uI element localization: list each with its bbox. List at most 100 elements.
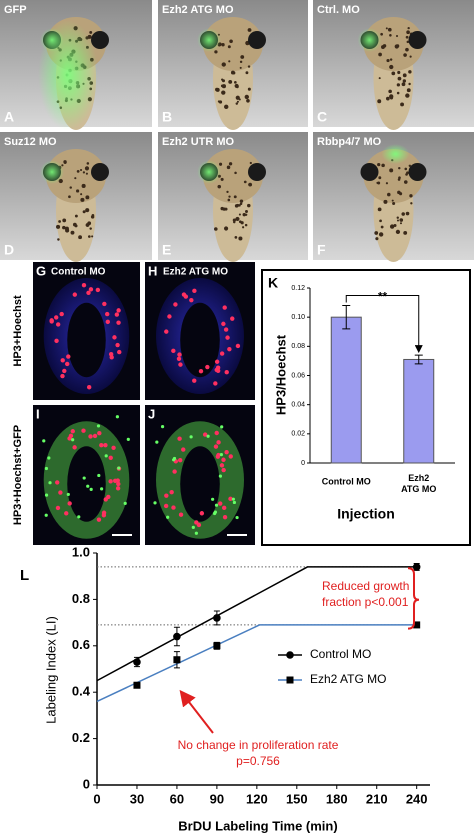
gfp-cell [211, 497, 215, 501]
pigment [398, 166, 401, 170]
pigment [232, 71, 236, 75]
pigment [375, 237, 379, 241]
bar [330, 316, 362, 464]
pigment [234, 171, 237, 175]
pigment [221, 90, 226, 95]
embryo-panel: Rbbp4/7 MO F [313, 132, 474, 262]
hp3-cell [228, 496, 233, 502]
pigment [383, 199, 388, 204]
pigment [56, 224, 61, 229]
pigment [395, 34, 399, 38]
embryo-panel: Ezh2 UTR MO E [158, 132, 308, 262]
x-tick-label: 60 [170, 791, 184, 806]
hp3-cell [219, 351, 225, 356]
hp3-cell [164, 329, 169, 334]
pigment [220, 84, 224, 88]
pigment [238, 236, 243, 241]
pigment [247, 65, 251, 68]
brace [407, 567, 420, 630]
hp3-cell [172, 469, 177, 474]
section-panel: J [145, 405, 255, 545]
pigment [392, 201, 396, 206]
pigment [91, 213, 95, 217]
pigment [247, 203, 251, 208]
hp3-cell [62, 368, 67, 374]
lumen [67, 446, 106, 522]
pigment [221, 62, 226, 67]
embryo-panel: Suz12 MO D [0, 132, 152, 262]
pigment [84, 166, 90, 171]
hp3-cell [55, 322, 61, 327]
panel-letter: C [317, 109, 327, 125]
pigment [245, 71, 249, 75]
x-axis-label: Injection [337, 506, 395, 522]
panel-letter: J [148, 406, 155, 421]
pigment [380, 32, 383, 36]
hp3-cell [86, 385, 92, 390]
pigment [228, 60, 231, 63]
pigment [81, 183, 86, 188]
hp3-cell [235, 343, 241, 349]
y-tick-label: 0.2 [72, 730, 90, 745]
gfp-cell [214, 503, 219, 507]
pigment [228, 79, 233, 84]
pigment [86, 162, 90, 165]
hp3-cell [112, 335, 117, 340]
pigment [402, 79, 407, 83]
pigment [405, 93, 410, 98]
gfp-cell [235, 515, 239, 520]
hp3-cell [111, 445, 116, 450]
hp3-cell [92, 433, 98, 439]
pigment [245, 210, 248, 213]
pigment [85, 172, 88, 175]
hp3-cell [215, 365, 221, 370]
pigment [239, 60, 243, 64]
hp3-cell [108, 479, 113, 484]
pigment [385, 96, 390, 101]
hp3-cell [81, 283, 87, 288]
hp3-cell [219, 463, 225, 468]
pigment [244, 94, 249, 100]
pigment [247, 87, 251, 91]
pigment [234, 83, 239, 89]
hp3-cell [116, 320, 121, 325]
hp3-cell [96, 517, 102, 522]
section-panel: I [33, 405, 140, 545]
hp3-cell [221, 321, 226, 327]
panel-letter: K [268, 275, 278, 291]
hp3-cell [227, 346, 232, 352]
pigment [409, 55, 412, 58]
panel-title: Ezh2 ATG MO [163, 267, 228, 278]
hp3-cell [116, 308, 121, 313]
hp3-cell [67, 501, 72, 506]
pigment [378, 232, 384, 237]
pigment [227, 198, 231, 202]
hp3-cell [54, 338, 59, 344]
x-tick-label: 240 [406, 791, 428, 806]
hp3-cell [55, 505, 61, 511]
fit-line [96, 566, 417, 682]
embryo-panel: GFP A [0, 0, 152, 130]
x-tick-label: 210 [366, 791, 388, 806]
pigment [405, 173, 408, 176]
x-axis-label: BrDU Labeling Time (min) [178, 818, 337, 833]
legend-label: Control MO [310, 647, 371, 661]
gfp-cell [232, 500, 237, 505]
gfp-cell [66, 492, 70, 497]
pigment [240, 221, 244, 225]
eye [91, 163, 109, 181]
gfp-glow [197, 28, 221, 52]
hp3-cell [164, 493, 169, 498]
eye [408, 31, 427, 49]
panel-letter: D [4, 242, 14, 258]
pigment [217, 184, 222, 189]
legend-label: Ezh2 ATG MO [310, 672, 386, 686]
pigment [242, 226, 245, 229]
hp3-cell [115, 486, 121, 491]
pigment [89, 30, 93, 34]
pigment [221, 79, 226, 83]
hp3-cell [205, 364, 210, 370]
pigment [389, 34, 392, 37]
pigment [395, 229, 401, 234]
